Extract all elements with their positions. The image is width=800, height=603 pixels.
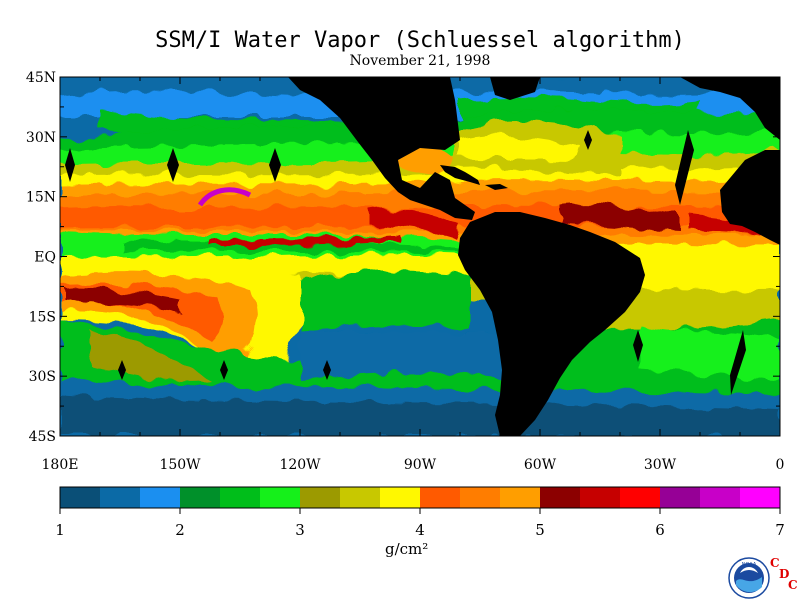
south-america-landmass [458, 212, 645, 436]
data-gap [323, 360, 331, 380]
colorbar-cell [620, 487, 661, 508]
colorbar-cell [260, 487, 301, 508]
latitude-axis: 45N 30N 15N EQ 15S 30S 45S [26, 70, 780, 445]
colorbar-cell [420, 487, 461, 508]
colorbar-cell [180, 487, 221, 508]
colorbar-cell [100, 487, 141, 508]
lat-tick-label: 30N [26, 130, 56, 146]
noaa-logo-text: NOAA [742, 562, 757, 568]
land-masses [65, 77, 780, 436]
cdc-letter-c1: C [770, 556, 780, 570]
colorbar-cell [220, 487, 261, 508]
lat-tick-label: 45S [29, 429, 56, 445]
colorbar-tick-label: 3 [295, 521, 305, 539]
noaa-logo: NOAA [728, 557, 770, 603]
lat-tick-label: 15S [29, 309, 56, 325]
data-gap [633, 330, 643, 362]
data-gap [220, 360, 228, 380]
colorbar-tick-label: 1 [55, 521, 65, 539]
cdc-letter-c2: C [788, 578, 798, 592]
lat-tick-label: 30S [29, 369, 56, 385]
colorbar-tick-label: 7 [775, 521, 785, 539]
europe-landmass [680, 77, 780, 140]
colorbar-cell [500, 487, 541, 508]
colorbar-tick-label: 2 [175, 521, 185, 539]
lat-tick-label: EQ [34, 250, 56, 266]
canada-east-landmass [490, 77, 540, 100]
data-gap [675, 130, 694, 205]
chart-date: November 21, 1998 [349, 53, 491, 69]
colorbar-cell [140, 487, 181, 508]
data-gap [65, 148, 75, 182]
lon-tick-label: 90W [404, 457, 437, 470]
colorbar-unit-label: g/cm² [385, 540, 429, 558]
longitude-axis: 180E 150W 120W 90W 60W 30W 0 [42, 77, 785, 470]
lon-tick-label: 150W [159, 457, 201, 470]
data-gap [269, 148, 281, 182]
lat-tick-label: 15N [26, 190, 56, 206]
colorbar-cell [660, 487, 701, 508]
colorbar-cell [60, 487, 101, 508]
colorbar-tick-label: 5 [535, 521, 545, 539]
hispaniola-island [485, 184, 508, 190]
colorbar-cell [580, 487, 621, 508]
colorbar-cell [740, 487, 781, 508]
colorbar-tick-label: 6 [655, 521, 665, 539]
magenta-storm-arc [197, 187, 252, 207]
cdc-letter-d: D [779, 567, 790, 581]
data-gap [167, 148, 179, 182]
data-gap [118, 360, 126, 380]
lat-tick-label: 45N [26, 70, 56, 86]
colorbar-tick-label: 4 [415, 521, 425, 539]
north-america-landmass [288, 77, 475, 220]
lon-tick-label: 120W [279, 457, 321, 470]
cuba-island [440, 165, 480, 185]
data-gap [730, 330, 746, 395]
lon-tick-label: 180E [42, 457, 79, 470]
chart-title: SSM/I Water Vapor (Schluessel algorithm) [155, 28, 685, 53]
colorbar-cell [540, 487, 581, 508]
lon-tick-label: 60W [524, 457, 557, 470]
colorbar-cell [700, 487, 741, 508]
lon-tick-label: 30W [644, 457, 677, 470]
data-gap [584, 130, 592, 150]
colorbar-cell [340, 487, 381, 508]
lon-tick-label: 0 [776, 457, 785, 470]
africa-landmass [720, 150, 780, 245]
colorbar-cell [460, 487, 501, 508]
colorbar-cell [380, 487, 421, 508]
colorbar-cell [300, 487, 341, 508]
water-vapor-map: 45N 30N 15N EQ 15S 30S 45S 180E 150W 120W 90W 60W 3… [26, 70, 785, 470]
